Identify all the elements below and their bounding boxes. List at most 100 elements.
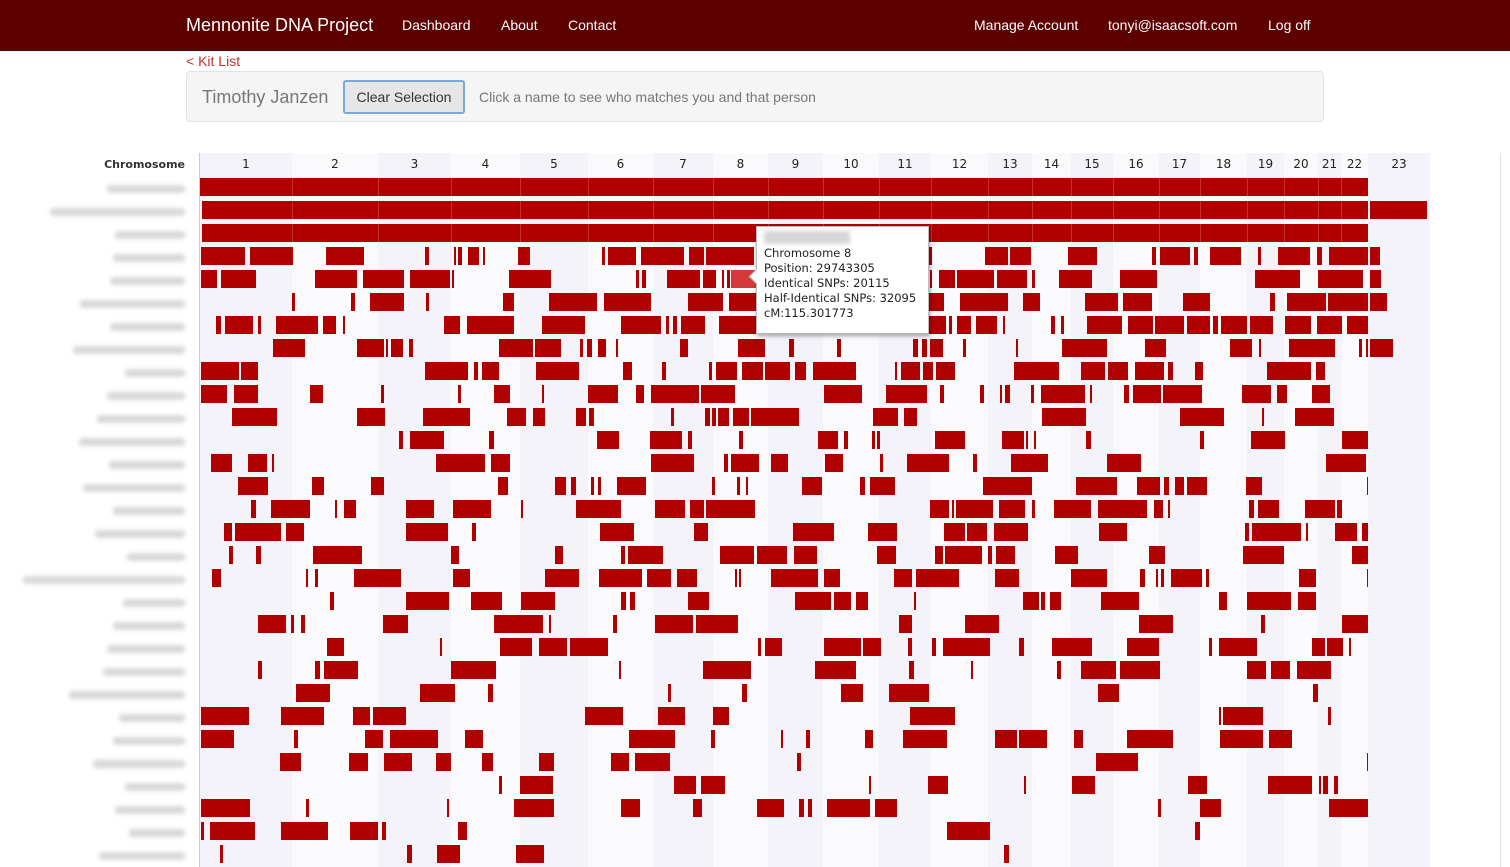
match-segment-r5-20 — [957, 270, 994, 288]
match-segment-r25-4 — [390, 730, 438, 748]
match-segment-r27-2 — [520, 776, 553, 794]
match-segment-r11-13 — [751, 408, 799, 426]
match-segment-r24-3 — [353, 707, 370, 725]
match-segment-r9-25 — [1267, 362, 1311, 380]
clear-selection-button[interactable]: Clear Selection — [343, 80, 465, 114]
match-segment-r29-7 — [947, 822, 990, 840]
nav-dashboard[interactable]: Dashboard — [402, 17, 471, 33]
match-segment-r7-13 — [681, 316, 705, 334]
match-segment-r11-6 — [576, 408, 586, 426]
match-segment-r28-9 — [808, 799, 812, 817]
brand-link[interactable]: Mennonite DNA Project — [186, 15, 374, 35]
match-segment-r18-5 — [453, 569, 470, 587]
match-segment-r18-4 — [354, 569, 401, 587]
match-name-23 — [69, 691, 185, 699]
match-segment-r28-2 — [306, 799, 309, 817]
match-segment-r16-16 — [1306, 523, 1308, 541]
match-segment-r24-1 — [201, 707, 249, 725]
nav-manage-account[interactable]: Manage Account — [974, 17, 1079, 33]
match-segment-r15-20 — [1168, 500, 1170, 518]
match-segment-r18-3 — [315, 569, 318, 587]
match-segment-r7-29 — [1213, 316, 1218, 334]
match-segment-r20-11 — [965, 615, 999, 633]
match-segment-r28-14 — [1329, 799, 1368, 817]
match-segment-r18-9 — [677, 569, 697, 587]
match-segment-r28-7 — [757, 799, 784, 817]
match-segment-r17-7 — [628, 546, 663, 564]
match-segment-r11-12 — [733, 408, 749, 426]
match-segment-r16-5 — [472, 523, 476, 541]
match-segment-r30-5 — [1004, 845, 1009, 863]
match-segment-r21-10 — [908, 638, 912, 656]
nav-user-email[interactable]: tonyi@isaacsoft.com — [1108, 17, 1238, 33]
match-segment-r8-24 — [1259, 339, 1261, 357]
match-segment-r5-8 — [636, 270, 639, 288]
match-segment-r18-10 — [735, 569, 737, 587]
match-segment-r22-13 — [1247, 661, 1266, 679]
chromosome-tick-23: 23 — [1391, 157, 1406, 171]
match-segment-r10-7 — [542, 385, 544, 403]
kit-list-link[interactable]: < Kit List — [186, 53, 241, 69]
match-segment-r7-12 — [673, 316, 677, 334]
match-segment-r9-1 — [201, 362, 239, 380]
match-segment-r18-2 — [306, 569, 308, 587]
match-segment-r9-7 — [623, 362, 632, 380]
match-segment-r7-28 — [1187, 316, 1210, 334]
match-segment-r7-1 — [216, 316, 221, 334]
match-segment-r12-19 — [1342, 431, 1368, 449]
match-segment-r13-3 — [272, 454, 274, 472]
match-segment-r17-10 — [794, 546, 817, 564]
selection-hint: Click a name to see who matches you and … — [479, 89, 816, 105]
match-segment-r16-2 — [235, 523, 281, 541]
match-segment-r14-20 — [1175, 477, 1184, 495]
match-segment-r15-16 — [1032, 500, 1035, 518]
match-segment-r21-14 — [1052, 638, 1092, 656]
match-segment-r17-15 — [996, 546, 1015, 564]
match-segment-r7-25 — [1087, 316, 1122, 334]
match-segment-r9-8 — [662, 362, 666, 380]
match-segment-r23-4 — [668, 684, 671, 702]
match-segment-r10-3 — [310, 385, 323, 403]
match-segment-r28-5 — [621, 799, 640, 817]
nav-about[interactable]: About — [501, 17, 538, 33]
match-segment-r14-7 — [591, 477, 594, 495]
nav-logoff[interactable]: Log off — [1268, 17, 1311, 33]
match-segment-r28-4 — [514, 799, 554, 817]
match-segment-r21-16 — [1209, 638, 1212, 656]
match-segment-r18-1 — [212, 569, 221, 587]
match-segment-r26-5 — [482, 753, 493, 771]
match-name-1 — [107, 185, 185, 193]
match-segment-r14-8 — [598, 477, 601, 495]
match-segment-r18-17 — [1071, 569, 1107, 587]
match-segment-r4-12 — [641, 247, 684, 265]
match-segment-r5-1 — [201, 270, 217, 288]
match-segment-r22-15 — [1297, 661, 1331, 679]
match-name-7 — [110, 323, 185, 331]
tooltip-identical-snps: Identical SNPs: 20115 — [764, 276, 890, 290]
match-segment-r10-5 — [458, 385, 461, 403]
tooltip-chromosome: Chromosome 8 — [764, 246, 852, 260]
match-segment-r4-24 — [1194, 247, 1198, 265]
match-segment-r15-2 — [271, 500, 310, 518]
chromosome-tick-17: 17 — [1172, 157, 1187, 171]
match-segment-r15-7 — [521, 500, 523, 518]
match-segment-r10-15 — [980, 385, 984, 403]
match-segment-r23-1 — [296, 684, 330, 702]
match-segment-r10-16 — [1000, 385, 1002, 403]
match-segment-r26-6 — [539, 753, 554, 771]
match-segment-r25-8 — [781, 730, 783, 748]
match-segment-r25-16 — [1220, 730, 1263, 748]
match-segment-r24-7 — [713, 707, 729, 725]
match-segment-r15-9 — [655, 500, 685, 518]
chromosome-tick-5: 5 — [550, 157, 558, 171]
match-segment-r9-23 — [1168, 362, 1173, 380]
match-segment-r4-14 — [706, 247, 754, 265]
chromosome-tick-21: 21 — [1322, 157, 1337, 171]
match-segment-r14-10 — [712, 477, 715, 495]
match-segment-r23-9 — [1313, 684, 1318, 702]
match-segment-r9-16 — [901, 362, 920, 380]
match-segment-r9-17 — [923, 362, 933, 380]
match-segment-r8-23 — [1230, 339, 1252, 357]
nav-contact[interactable]: Contact — [568, 17, 617, 33]
